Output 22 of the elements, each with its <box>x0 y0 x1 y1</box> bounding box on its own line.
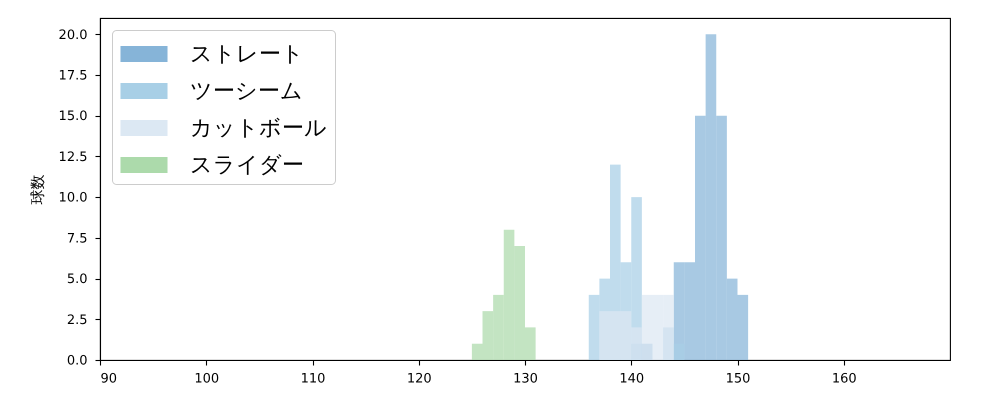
y-tick-label: 20.0 <box>58 28 88 43</box>
y-tick-label: 10.0 <box>58 190 88 206</box>
y-tick-label: 5.0 <box>66 272 88 288</box>
x-tick-label: 120 <box>406 372 432 386</box>
x-tick-label: 130 <box>513 372 538 386</box>
y-tick-label: 12.5 <box>58 150 88 165</box>
legend-label: スライダー <box>190 153 304 178</box>
y-tick-label: 0.0 <box>66 354 88 368</box>
y-axis-title: 球数 <box>28 174 47 204</box>
legend-label: カットボール <box>190 116 327 141</box>
legend-label: ツーシーム <box>190 79 303 104</box>
y-tick-label: 2.5 <box>66 312 88 328</box>
x-tick-label: 160 <box>832 372 857 386</box>
legend-label: ストレート <box>190 42 304 67</box>
x-tick-label: 110 <box>300 372 326 386</box>
x-tick-label: 100 <box>194 372 220 386</box>
y-tick-label: 17.5 <box>58 68 88 84</box>
x-tick-label: 90 <box>100 372 118 386</box>
x-tick-label: 140 <box>619 372 644 386</box>
y-tick-label: 15.0 <box>58 109 88 124</box>
x-tick-label: 150 <box>726 372 750 386</box>
y-tick-label: 7.5 <box>66 231 88 246</box>
